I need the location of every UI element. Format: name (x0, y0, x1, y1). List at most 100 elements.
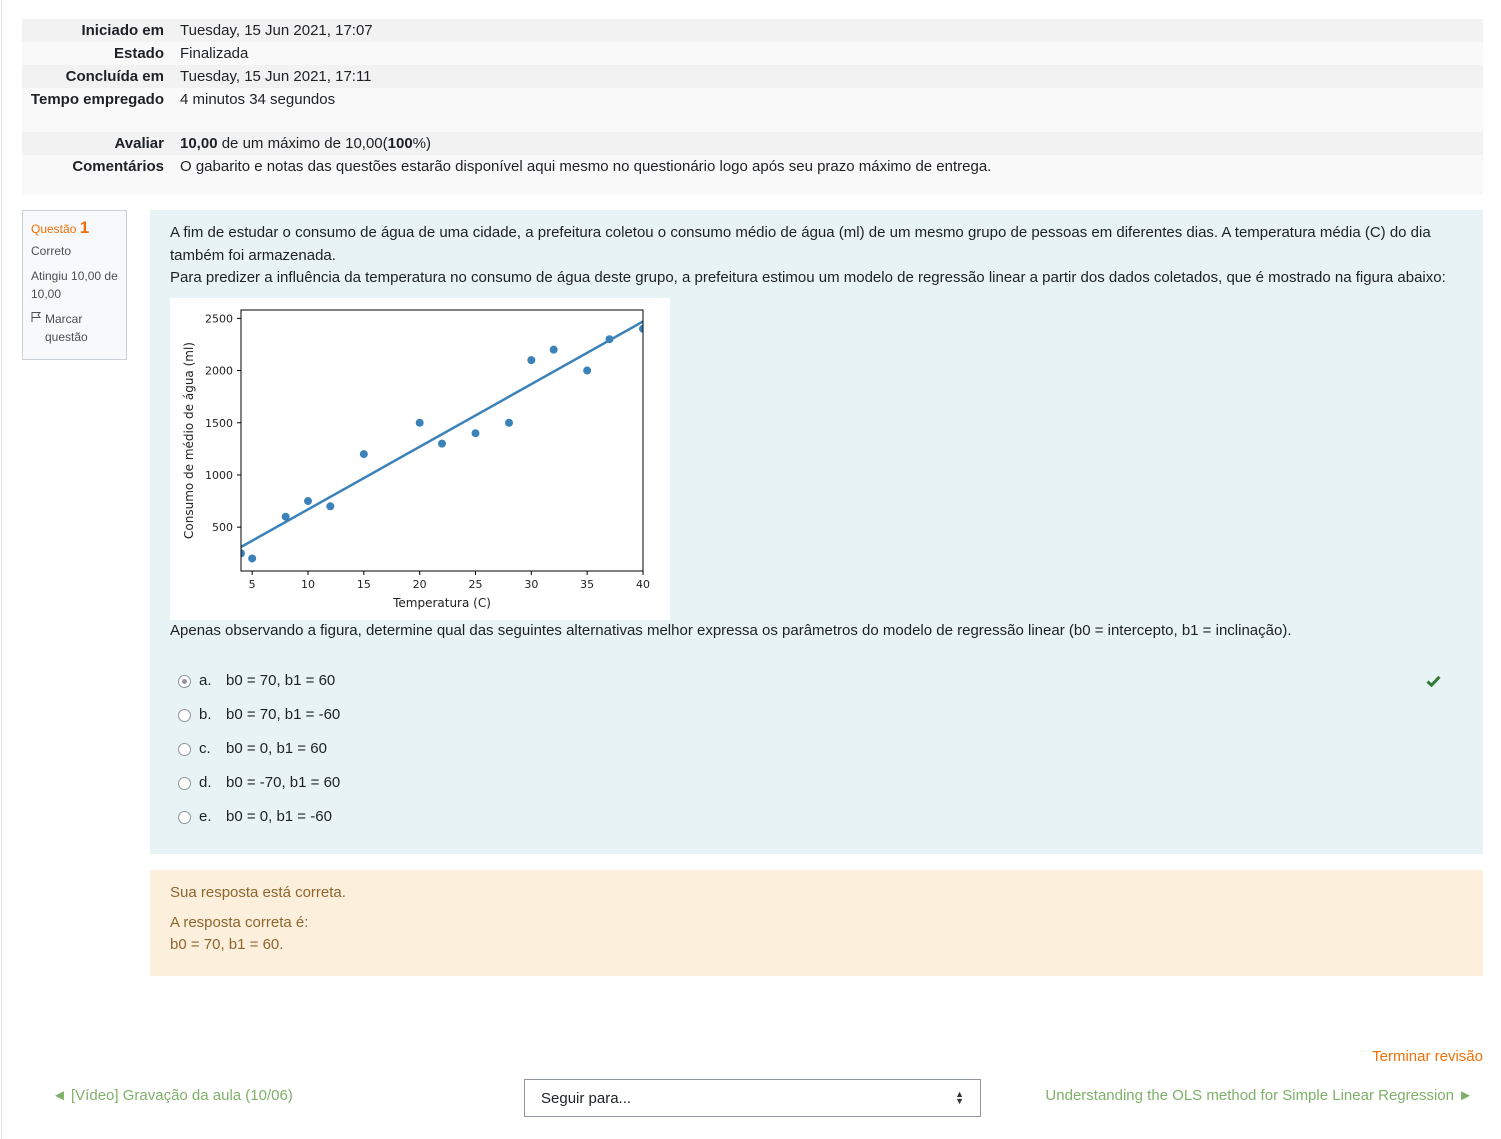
regression-line (241, 319, 643, 548)
answer-option-e[interactable]: e. b0 = 0, b1 = -60 (170, 800, 1463, 834)
summary-value: 10,00 de um máximo de 10,00(100%) (172, 132, 1483, 155)
y-axis-label: Consumo de médio de água (ml) (182, 342, 196, 539)
summary-label: Avaliar (22, 132, 172, 155)
right-answer: b0 = 70, b1 = 60. (170, 936, 284, 953)
x-tick-label-15: 15 (357, 578, 371, 591)
summary-row-time-taken: Tempo empregado 4 minutos 34 segundos (22, 88, 1483, 132)
x-tick-label-25: 25 (469, 578, 483, 591)
x-tick-label-30: 30 (524, 578, 538, 591)
summary-label: Iniciado em (22, 19, 172, 42)
y-tick-label-2000: 2000 (205, 364, 233, 377)
flag-icon (31, 310, 42, 346)
answer-text: b0 = 0, b1 = -60 (226, 807, 332, 825)
data-point-13 (605, 334, 614, 343)
answer-letter: a. (199, 671, 212, 689)
answer-letter: d. (199, 773, 212, 791)
answer-radio-b[interactable] (178, 708, 191, 722)
question-number: Questão 1 (31, 219, 118, 238)
finish-review-link[interactable]: Terminar revisão (1372, 1048, 1483, 1065)
select-arrows-icon: ▲ ▼ (955, 1089, 964, 1106)
data-point-0 (241, 548, 245, 557)
jump-to-select[interactable]: Seguir para... ▲ ▼ (524, 1079, 981, 1117)
answer-text: b0 = 0, b1 = 60 (226, 739, 327, 757)
regression-scatter-plot: 5 10 15 20 25 30 35 40 500 1000 1500 2000 2500 Temper… (182, 309, 650, 610)
summary-row-completed: Concluída em Tuesday, 15 Jun 2021, 17:11 (22, 65, 1483, 88)
jump-to-selected: Seguir para... (541, 1089, 632, 1107)
answer-option-c[interactable]: c. b0 = 0, b1 = 60 (170, 732, 1463, 766)
attempt-summary-table: Iniciado em Tuesday, 15 Jun 2021, 17:07 … (22, 19, 1483, 195)
data-point-14 (639, 324, 643, 333)
question-prompt: Apenas observando a figura, determine qu… (170, 621, 1292, 639)
summary-row-grade: Avaliar 10,00 de um máximo de 10,00(100%… (22, 132, 1483, 155)
y-tick-label-1000: 1000 (205, 468, 233, 481)
summary-row-state: Estado Finalizada (22, 42, 1483, 65)
answer-option-d[interactable]: d. b0 = -70, b1 = 60 (170, 766, 1463, 800)
regression-figure: 5 10 15 20 25 30 35 40 500 1000 1500 2000 2500 Temper… (170, 297, 670, 620)
data-point-8 (471, 428, 480, 437)
plot-frame (240, 309, 644, 571)
question-info-box: Questão 1 Correto Atingiu 10,00 de 10,00… (22, 210, 127, 360)
x-tick-label-10: 10 (301, 578, 315, 591)
correct-check-icon (1426, 672, 1441, 695)
question-grade: Atingiu 10,00 de 10,00 (31, 269, 118, 301)
answer-text: b0 = 70, b1 = 60 (226, 671, 336, 689)
question-number-value: 1 (79, 218, 90, 237)
data-point-9 (505, 418, 513, 427)
summary-value: Finalizada (172, 42, 1483, 65)
answer-radio-a[interactable] (178, 674, 191, 688)
data-point-11 (549, 345, 558, 354)
summary-label: Comentários (22, 155, 172, 195)
data-point-6 (415, 418, 424, 427)
answer-radio-c[interactable] (178, 742, 191, 756)
data-point-1 (248, 553, 257, 562)
y-tick-label-500: 500 (212, 521, 233, 534)
question-text-model: Para predizer a influência da temperatur… (170, 269, 1446, 286)
data-point-7 (438, 439, 446, 448)
x-tick-label-20: 20 (413, 578, 427, 591)
grade-value: 10,00 (180, 135, 218, 152)
summary-label: Tempo empregado (22, 88, 172, 132)
summary-value: Tuesday, 15 Jun 2021, 17:07 (172, 19, 1483, 42)
flag-question-label: Marcar questão (45, 312, 88, 344)
summary-row-started: Iniciado em Tuesday, 15 Jun 2021, 17:07 (22, 19, 1483, 42)
question-state: Correto (31, 244, 72, 258)
summary-value: Tuesday, 15 Jun 2021, 17:11 (172, 65, 1483, 88)
next-activity-link[interactable]: Understanding the OLS method for Simple … (1045, 1087, 1473, 1104)
answer-option-b[interactable]: b. b0 = 70, b1 = -60 (170, 698, 1463, 732)
summary-row-comments: Comentários O gabarito e notas das quest… (22, 155, 1483, 195)
question-prefix: Questão (31, 222, 77, 236)
flag-question-link[interactable]: Marcar questão (31, 310, 118, 346)
summary-label: Concluída em (22, 65, 172, 88)
question-formulation: A fim de estudar o consumo de água de um… (150, 210, 1483, 854)
data-point-2 (281, 512, 290, 521)
x-tick-label-5: 5 (249, 578, 256, 591)
answer-text: b0 = -70, b1 = 60 (226, 773, 341, 791)
data-point-4 (326, 501, 335, 510)
feedback-specific: Sua resposta está correta. (170, 884, 346, 901)
answer-radio-d[interactable] (178, 776, 191, 790)
prev-activity-link[interactable]: ◄ [Vídeo] Gravação da aula (10/06) (52, 1087, 293, 1104)
page-left-border (1, 0, 2, 1139)
grade-max-text: de um máximo de 10,00( (217, 135, 388, 152)
summary-value: O gabarito e notas das questões estarão … (172, 155, 1483, 195)
right-answer-label: A resposta correta é: (170, 913, 309, 931)
answer-option-a[interactable]: a. b0 = 70, b1 = 60 (170, 664, 1463, 698)
question-feedback: Sua resposta está correta. A resposta co… (150, 870, 1483, 976)
x-tick-label-40: 40 (636, 578, 650, 591)
answer-radio-e[interactable] (178, 810, 191, 824)
data-point-10 (527, 355, 536, 364)
data-point-12 (583, 366, 592, 375)
summary-label: Estado (22, 42, 172, 65)
summary-value: 4 minutos 34 segundos (172, 88, 1483, 132)
answer-letter: c. (199, 739, 211, 757)
x-axis-label: Temperatura (C) (392, 596, 491, 610)
data-point-5 (359, 449, 368, 458)
y-tick-label-2500: 2500 (205, 312, 233, 325)
answer-text: b0 = 70, b1 = -60 (226, 705, 341, 723)
answer-letter: b. (199, 705, 212, 723)
answer-options: a. b0 = 70, b1 = 60 b. b0 = 70, b1 = -60… (170, 664, 1463, 834)
x-tick-label-35: 35 (580, 578, 594, 591)
question-text-intro: A fim de estudar o consumo de água de um… (170, 224, 1431, 264)
answer-letter: e. (199, 807, 212, 825)
y-tick-label-1500: 1500 (205, 416, 233, 429)
